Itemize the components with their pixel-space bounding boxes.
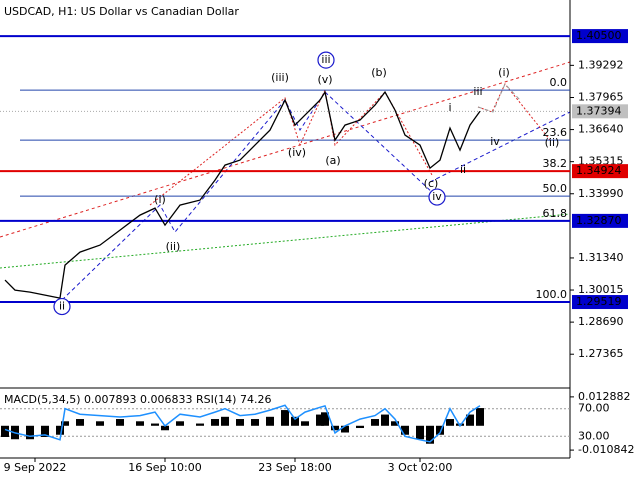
y-tick-label: 1.39292 xyxy=(578,58,624,71)
wave-label: (iv) xyxy=(288,146,306,159)
y-tick-label: 1.37965 xyxy=(578,90,624,103)
macd-bar xyxy=(356,425,364,429)
macd-bar xyxy=(56,425,64,435)
y-tick-label: 1.28690 xyxy=(578,315,624,328)
x-tick-label: 16 Sep 10:00 xyxy=(128,461,201,474)
y-tick-label: 1.36640 xyxy=(578,123,624,136)
wave-circle xyxy=(317,51,335,69)
x-tick-label: 23 Sep 18:00 xyxy=(258,461,331,474)
wave-label: (c) xyxy=(424,177,439,190)
level-label: 1.34924 xyxy=(576,164,622,177)
macd-bar xyxy=(381,414,389,426)
wave-label: (i) xyxy=(498,66,510,79)
macd-bar xyxy=(161,425,169,431)
projection-red xyxy=(477,83,551,141)
current-price-label: 1.37394 xyxy=(576,104,622,117)
macd-bar xyxy=(26,425,34,440)
macd-bar xyxy=(316,414,324,426)
x-tick-label: 9 Sep 2022 xyxy=(4,461,67,474)
wave-label: iv xyxy=(490,135,500,148)
macd-bar xyxy=(196,423,204,426)
macd-bar xyxy=(266,416,274,426)
macd-bar xyxy=(301,421,309,426)
level-label: 1.32870 xyxy=(576,214,622,227)
macd-bar xyxy=(251,419,259,426)
macd-bar xyxy=(221,416,229,426)
wave-red xyxy=(149,88,433,206)
price-line xyxy=(4,90,481,299)
fib-label: 50.0 xyxy=(543,182,568,195)
level-box xyxy=(572,29,628,44)
macd-bar xyxy=(401,425,409,435)
y-tick-label: 0.012882 xyxy=(578,390,631,403)
level-box xyxy=(572,164,628,179)
macd-bar xyxy=(76,419,84,426)
y-tick-label: 1.30015 xyxy=(578,283,624,296)
level-label: 1.40500 xyxy=(576,29,622,42)
macd-bar xyxy=(466,414,474,426)
level-box xyxy=(572,213,628,228)
macd-bar xyxy=(341,425,349,433)
macd-bar xyxy=(426,425,434,444)
wave-circle xyxy=(428,188,446,206)
y-tick-label: -0.010842 xyxy=(578,443,634,456)
fib-label: 23.6 xyxy=(543,126,568,139)
chart-title: USDCAD, H1: US Dollar vs Canadian Dollar xyxy=(4,5,239,18)
macd-bar xyxy=(476,408,484,426)
macd-bar xyxy=(371,419,379,426)
blue-channel xyxy=(429,111,571,183)
macd-bar xyxy=(291,416,299,426)
rsi-line xyxy=(4,404,481,443)
fib-label: 0.0 xyxy=(550,76,568,89)
fib-label: 100.0 xyxy=(536,288,568,301)
macd-bar xyxy=(321,412,329,426)
macd-bar xyxy=(281,410,289,426)
y-tick-label: 1.27365 xyxy=(578,347,624,360)
green-line xyxy=(0,213,571,269)
y-tick-label: 1.33990 xyxy=(578,187,624,200)
wave-label: (a) xyxy=(325,154,340,167)
x-tick-label: 3 Oct 02:00 xyxy=(388,461,453,474)
y2-tick-label: 30.00 xyxy=(578,429,610,442)
macd-bar xyxy=(446,419,454,426)
wave-label: i xyxy=(448,101,451,114)
level-box xyxy=(572,295,628,310)
y-tick-label: 1.31340 xyxy=(578,251,624,264)
wave-label: (i) xyxy=(154,193,166,206)
macd-bar xyxy=(61,421,69,426)
wave-label: ii xyxy=(460,163,466,176)
wave-label: iii xyxy=(473,85,482,98)
macd-bar xyxy=(1,425,9,437)
macd-bar xyxy=(96,421,104,426)
macd-bar xyxy=(436,425,444,435)
fib-label: 38.2 xyxy=(543,157,568,170)
wave-label: ii xyxy=(59,300,65,313)
fib-label: 61.8 xyxy=(543,207,568,220)
wave-label: iv xyxy=(432,190,442,203)
wave-label: (ii) xyxy=(545,136,560,149)
macd-bar xyxy=(211,419,219,426)
current-price-box xyxy=(572,104,628,119)
macd-bar xyxy=(136,421,144,426)
wave-circle xyxy=(53,297,71,316)
macd-bar xyxy=(391,421,399,426)
level-label: 1.29519 xyxy=(576,295,622,308)
wave-label: (v) xyxy=(317,73,332,86)
macd-bar xyxy=(151,423,159,426)
macd-bar xyxy=(176,421,184,426)
wave-label: (b) xyxy=(371,66,387,79)
macd-bar xyxy=(331,425,339,431)
projection-gray xyxy=(477,83,521,113)
macd-bar xyxy=(41,425,49,437)
wave-label: (iii) xyxy=(271,71,289,84)
macd-bar xyxy=(236,419,244,426)
wave-label: (ii) xyxy=(166,240,181,253)
macd-bar xyxy=(116,419,124,426)
indicator-label: MACD(5,34,5) 0.007893 0.006833 RSI(14) 7… xyxy=(4,393,271,406)
y2-tick-label: 70.00 xyxy=(578,402,610,415)
macd-bar xyxy=(416,425,424,440)
wave-label: iii xyxy=(321,53,330,66)
